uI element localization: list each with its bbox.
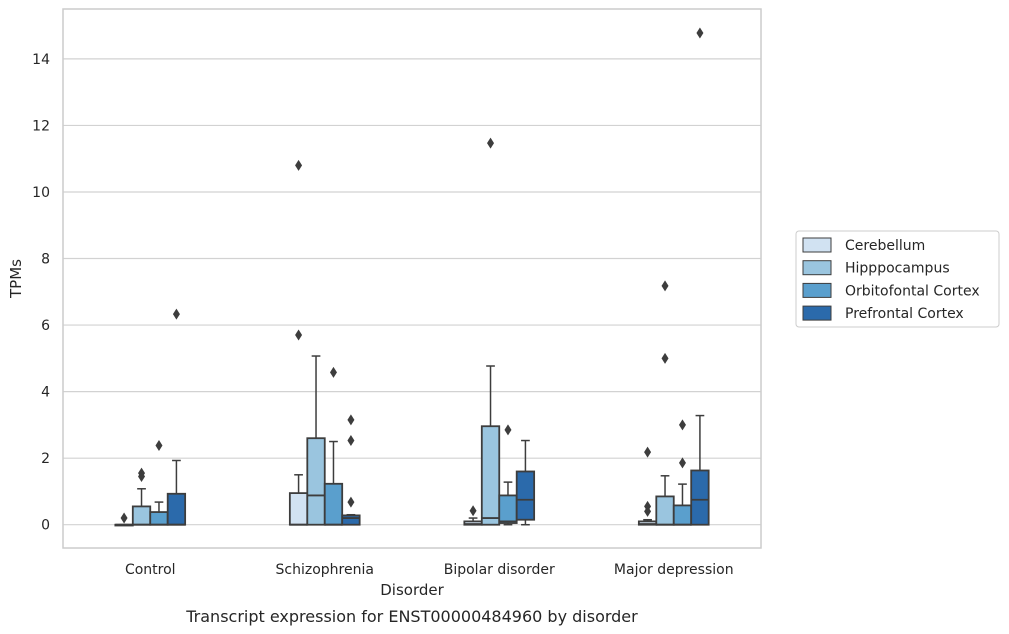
legend-frame: [795, 230, 1000, 328]
outlier-point: [661, 352, 669, 364]
outlier-point: [487, 137, 495, 149]
outlier-point: [347, 496, 355, 508]
box-group: [672, 419, 693, 526]
box: [166, 492, 187, 526]
box: [149, 511, 169, 526]
box-group: [306, 355, 326, 526]
x-tick-label: Major depression: [614, 562, 734, 578]
box-group: [690, 27, 710, 526]
boxes: [114, 27, 710, 527]
box: [323, 482, 344, 526]
outlier-point: [155, 440, 163, 452]
box-group: [498, 424, 518, 526]
y-tick-label: 2: [41, 451, 50, 467]
box-group: [114, 512, 134, 527]
y-tick-label: 0: [41, 518, 50, 534]
gridlines: [63, 58, 761, 526]
y-tick-label: 12: [32, 118, 50, 134]
box-group: [341, 414, 361, 526]
y-tick-label: 6: [41, 318, 50, 334]
x-axis-label: Disorder: [380, 581, 444, 599]
legend: Cerebellum Hipppocampus Orbitofontal Corte…: [795, 230, 1000, 328]
box-group: [637, 446, 658, 526]
box: [672, 504, 693, 526]
x-tick-label: Schizophrenia: [276, 562, 374, 578]
y-axis-ticks: 0 2 4 6 8 10 12 14: [32, 52, 50, 534]
outlier-point: [678, 457, 686, 469]
box-group: [480, 137, 501, 526]
y-axis-label: TPMs: [7, 259, 25, 299]
box-group: [288, 159, 309, 526]
outlier-point: [644, 500, 652, 512]
outlier-point: [678, 419, 686, 431]
x-tick-label: Bipolar disorder: [444, 562, 555, 578]
legend-item: Hipppocampus: [802, 260, 950, 277]
y-tick-label: 14: [32, 52, 50, 68]
box: [480, 425, 501, 526]
legend-swatch: [802, 260, 832, 276]
box: [131, 505, 152, 526]
outlier-point: [347, 435, 355, 447]
legend-swatch: [802, 237, 832, 253]
box: [515, 470, 536, 521]
y-tick-label: 8: [41, 252, 50, 268]
box-group: [149, 440, 169, 526]
box: [690, 469, 710, 526]
legend-swatch: [802, 305, 832, 321]
box-group: [655, 280, 675, 526]
outlier-point: [329, 366, 337, 378]
outlier-point: [172, 308, 180, 320]
legend-item: Cerebellum: [802, 237, 925, 254]
outlier-point: [644, 446, 652, 458]
box-group: [131, 467, 152, 526]
y-tick-label: 4: [41, 385, 50, 401]
outlier-point: [469, 505, 477, 517]
y-tick-label: 10: [32, 185, 50, 201]
box-group: [166, 308, 187, 526]
outlier-point: [504, 424, 512, 436]
outlier-point: [696, 27, 704, 39]
box: [655, 495, 675, 526]
outlier-point: [138, 467, 146, 479]
box-group: [515, 439, 536, 526]
x-tick-label: Control: [125, 562, 176, 578]
box: [306, 437, 326, 526]
box-group: [463, 505, 483, 526]
outlier-point: [295, 329, 303, 341]
legend-label: Hipppocampus: [845, 261, 950, 277]
legend-item: Orbitofontal Cortex: [802, 282, 980, 299]
x-axis-ticks: Control Schizophrenia Bipolar disorder Majo…: [125, 562, 734, 578]
legend-swatch: [802, 282, 832, 298]
outlier-point: [347, 414, 355, 426]
legend-label: Cerebellum: [845, 238, 925, 254]
legend-label: Prefrontal Cortex: [845, 306, 964, 322]
outlier-point: [120, 512, 128, 524]
box: [288, 492, 309, 526]
outlier-point: [295, 159, 303, 171]
box-group: [323, 366, 344, 526]
outlier-point: [661, 280, 669, 292]
box: [341, 514, 361, 526]
plot-area-frame: [62, 8, 762, 549]
legend-item: Prefrontal Cortex: [802, 305, 964, 322]
box: [498, 494, 518, 524]
legend-label: Orbitofontal Cortex: [845, 283, 980, 299]
chart-caption: Transcript expression for ENST0000048496…: [185, 607, 638, 626]
